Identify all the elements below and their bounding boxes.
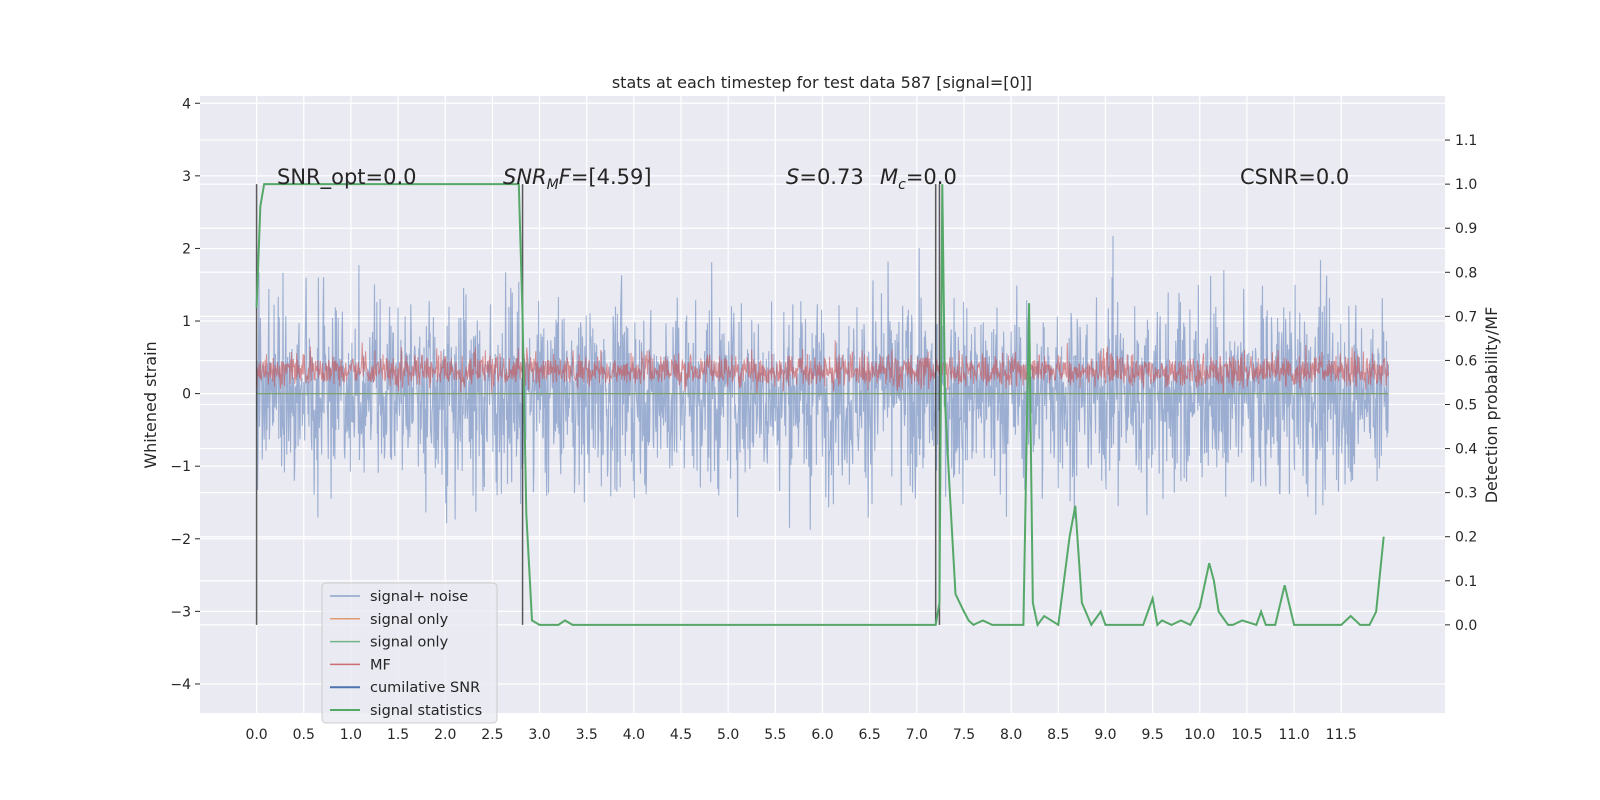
y-tick-label: 2 [182, 241, 191, 257]
x-tick-label: 1.5 [387, 727, 409, 743]
chart-title: stats at each timestep for test data 587… [612, 73, 1032, 92]
y-right-tick-label: 0.1 [1455, 574, 1477, 590]
x-tick-labels: 0.0 0.5 1.0 1.5 2.0 2.5 3.0 3.5 4.0 4.5 5.0 5.5 6.0 6… [245, 727, 1356, 743]
mf-line [256, 340, 1389, 395]
x-tick-label: 0.0 [245, 727, 267, 743]
x-tick-label: 11.0 [1279, 727, 1310, 743]
annotation-s: S=0.73 [786, 165, 864, 189]
annotation-snr-mf-value: =[4.59] [571, 165, 652, 189]
legend-label: signal+ noise [370, 589, 468, 605]
y-tick-label: −2 [170, 532, 191, 548]
y-right-axis-title: Detection probability/MF [1482, 307, 1501, 504]
y-right-tick-label: 1.0 [1455, 177, 1477, 193]
y-right-tick-label: 0.4 [1455, 442, 1477, 458]
y-right-tick-label: 0.5 [1455, 398, 1477, 414]
y-tick-label: 4 [182, 96, 191, 112]
x-tick-label: 0.5 [293, 727, 315, 743]
x-tick-label: 1.0 [340, 727, 362, 743]
signal-statistics-line [255, 183, 1385, 628]
y-tick-labels: −4 −3 −2 −1 0 1 2 3 4 [170, 96, 200, 693]
x-tick-label: 10.5 [1231, 727, 1262, 743]
y-axis-title: Whitened strain [141, 341, 160, 468]
x-tick-label: 9.0 [1094, 727, 1116, 743]
x-tick-label: 4.0 [623, 727, 645, 743]
legend-label: cumilative SNR [370, 680, 480, 696]
y-right-tick-label: 0.7 [1455, 309, 1477, 325]
y-right-tick-label: 0.8 [1455, 265, 1477, 281]
x-tick-label: 3.5 [576, 727, 598, 743]
x-tick-label: 6.0 [811, 727, 833, 743]
legend-label: signal statistics [370, 703, 482, 719]
y-right-tick-label: 0.2 [1455, 530, 1477, 546]
x-tick-label: 6.5 [859, 727, 881, 743]
x-tick-label: 7.0 [906, 727, 928, 743]
x-tick-label: 2.0 [434, 727, 456, 743]
y-right-tick-labels: 0.0 0.1 0.2 0.3 0.4 0.5 0.6 0.7 0.8 0.9 1.0 1.1 [1445, 133, 1477, 634]
x-tick-label: 2.5 [481, 727, 503, 743]
x-tick-label: 5.0 [717, 727, 739, 743]
y-right-tick-label: 0.3 [1455, 486, 1477, 502]
y-right-tick-label: 0.6 [1455, 353, 1477, 369]
x-tick-label: 3.0 [528, 727, 550, 743]
x-tick-label: 10.0 [1184, 727, 1215, 743]
annotation-csnr: CSNR=0.0 [1240, 165, 1349, 189]
legend-label: MF [370, 657, 391, 673]
x-tick-label: 7.5 [953, 727, 975, 743]
annotation-s-value: =0.73 [799, 165, 863, 189]
x-tick-label: 8.0 [1000, 727, 1022, 743]
y-right-tick-label: 0.9 [1455, 221, 1477, 237]
y-right-tick-label: 1.1 [1455, 133, 1477, 149]
legend-label: signal only [370, 612, 449, 628]
annotation-mc-value: =0.0 [906, 165, 957, 189]
legend-label: signal only [370, 635, 449, 651]
y-tick-label: 0 [182, 387, 191, 403]
signal-statistics-series [255, 183, 1385, 628]
annotation-mc: Mc=0.0 [880, 165, 957, 193]
y-right-tick-label: 0.0 [1455, 618, 1477, 634]
y-tick-label: 3 [182, 169, 191, 185]
y-tick-label: −3 [170, 604, 191, 620]
x-tick-label: 11.5 [1326, 727, 1357, 743]
legend-box [321, 582, 498, 724]
y-tick-label: −4 [170, 677, 191, 693]
annotation-snr-mf: SNRMF=[4.59] [503, 165, 652, 193]
x-tick-label: 5.5 [764, 727, 786, 743]
x-tick-label: 9.5 [1141, 727, 1163, 743]
x-tick-label: 8.5 [1047, 727, 1069, 743]
legend: signal+ noise signal only signal only MF cum… [321, 582, 498, 724]
vertical-markers [255, 184, 941, 625]
y-tick-label: 1 [182, 314, 191, 330]
mf-series [256, 340, 1389, 395]
x-tick-label: 4.5 [670, 727, 692, 743]
annotation-snr-opt: SNR_opt=0.0 [277, 165, 417, 190]
y-tick-label: −1 [170, 459, 191, 475]
